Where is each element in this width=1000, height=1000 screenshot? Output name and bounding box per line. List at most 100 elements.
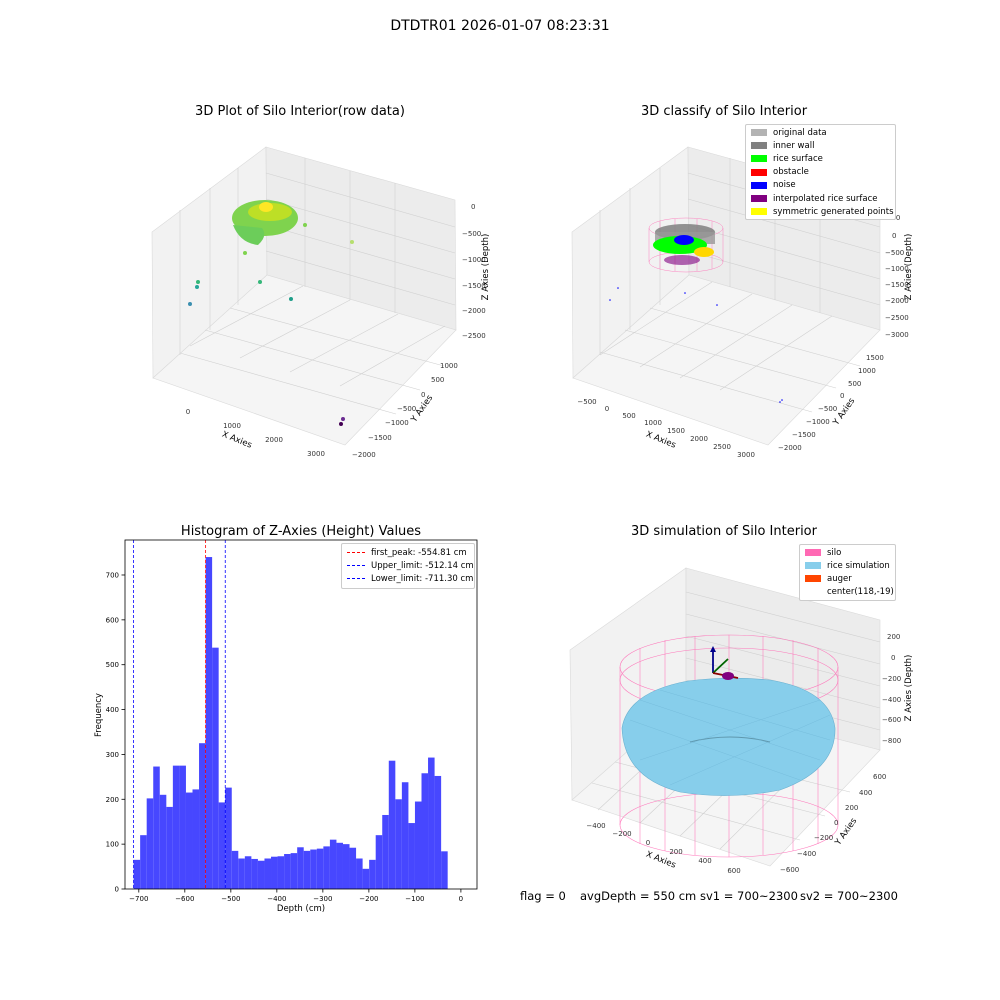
classify-ytick: 1000 <box>858 367 876 375</box>
classify-tick-labels: −500 0 500 1000 1500 2000 2500 3000 1500… <box>577 214 908 459</box>
sim-ytick: 400 <box>859 789 872 797</box>
histogram-bar <box>166 806 173 889</box>
classify-xtick: 0 <box>605 405 609 413</box>
classify-noise-cluster <box>674 235 694 245</box>
histogram-ytick-label: 200 <box>106 796 119 804</box>
classify-ytick: −500 <box>818 405 837 413</box>
histogram-bar <box>395 799 402 889</box>
sim-ytick: 0 <box>834 819 838 827</box>
raw-point <box>289 297 293 301</box>
legend-item-rice-simulation: rice simulation <box>800 559 895 572</box>
histogram-bar <box>408 823 415 889</box>
histogram-bar <box>382 814 389 889</box>
histogram-xticks: −700 −600 −500 −400 −300 −200 −100 0 <box>129 889 463 903</box>
legend-line <box>347 552 365 554</box>
classify-noise-point <box>716 304 718 306</box>
legend-line <box>347 578 365 580</box>
legend-label: interpolated rice surface <box>773 193 878 204</box>
histogram-ytick-label: 600 <box>106 616 119 624</box>
legend-label: first_peak: -554.81 cm <box>371 547 467 558</box>
sim-ytick: 600 <box>873 773 886 781</box>
histogram-bar <box>199 743 206 889</box>
histogram-bar <box>257 860 265 889</box>
classify-zlabel: Z Axies (Depth) <box>904 234 914 301</box>
histogram-bar <box>179 765 186 889</box>
histogram-bar <box>349 847 357 889</box>
legend-label: Upper_limit: -512.14 cm <box>371 560 474 571</box>
histogram-bar <box>238 858 245 889</box>
histogram-vlines <box>133 540 226 889</box>
classify-pane-left <box>571 146 690 379</box>
sim-auger-y-arrow <box>712 658 729 674</box>
histogram-bar <box>342 844 350 889</box>
classify-ztick: −2000 <box>885 297 909 305</box>
raw-ztick: 0 <box>471 203 475 211</box>
sim-xtick: −200 <box>612 830 631 838</box>
histogram-bar <box>329 839 337 889</box>
classify-interpolated-surface <box>664 255 700 265</box>
legend-item-inner-wall: inner wall <box>746 139 895 152</box>
classify-pane-floor <box>572 274 881 446</box>
legend-line <box>347 565 365 567</box>
legend-label: silo <box>827 547 842 558</box>
sim-ytick: 200 <box>845 804 858 812</box>
classify-ytick: −1000 <box>806 418 830 426</box>
histogram-bar <box>225 787 232 889</box>
legend-swatch <box>805 575 821 583</box>
classify-ytick: −2000 <box>778 444 802 452</box>
raw-tick-labels: 0 1000 2000 3000 1000 500 0 −500 −1000 −… <box>186 203 486 459</box>
legend-label: original data <box>773 127 827 138</box>
raw-gridlines <box>179 158 456 415</box>
classify-xtick: 1500 <box>667 427 685 435</box>
classify-rice-surface <box>653 236 707 254</box>
histogram-ytick-label: 0 <box>115 886 119 894</box>
classify-silo-wireframe <box>648 217 724 273</box>
classify-legend: original data inner wall rice surface ob… <box>745 124 896 221</box>
raw-ytick: −1000 <box>385 419 409 427</box>
histogram-ytick-label: 100 <box>106 841 119 849</box>
histogram-bar <box>185 792 193 889</box>
status-avg-depth: avgDepth = 550 cm <box>580 889 697 903</box>
histogram-bar <box>316 848 324 889</box>
histogram-bar <box>336 842 343 889</box>
sim-gridlines <box>591 591 881 850</box>
histogram-bar <box>277 856 285 889</box>
raw-ztick: −2500 <box>462 332 486 340</box>
histogram-bar <box>434 775 442 889</box>
raw-point <box>258 280 262 284</box>
raw-ztick: −2000 <box>462 307 486 315</box>
legend-swatch <box>751 208 767 216</box>
classify-ytick: 0 <box>840 392 844 400</box>
histogram-bar <box>284 854 291 889</box>
histogram-xtick-label: −400 <box>267 895 286 903</box>
classify-noise-points <box>609 287 783 403</box>
legend-label: rice surface <box>773 153 823 164</box>
sim-ztick: −200 <box>882 675 901 683</box>
histogram-bar <box>205 557 213 889</box>
histogram-bar <box>421 773 429 889</box>
histogram-bar <box>441 851 448 889</box>
raw-xtick: 1000 <box>223 422 241 430</box>
raw-xtick: 3000 <box>307 450 325 458</box>
histogram-ytick-label: 400 <box>106 706 119 714</box>
figure-title: DTDTR01 2026-01-07 08:23:31 <box>390 18 610 34</box>
histogram-bars <box>133 557 448 889</box>
classify-inner-wall-body <box>655 232 715 244</box>
legend-swatch <box>751 142 767 150</box>
histogram-bar <box>271 856 278 889</box>
classify-xtick: 1000 <box>644 419 662 427</box>
histogram-xtick-label: −700 <box>129 895 148 903</box>
raw-ztick: −1000 <box>462 256 486 264</box>
legend-item-silo: silo <box>800 546 895 559</box>
classify-ztick: −2500 <box>885 314 909 322</box>
classify-ylabel: Y Axies <box>831 396 858 428</box>
histogram-bar <box>290 853 298 889</box>
histogram-xlabel: Depth (cm) <box>277 904 325 914</box>
legend-item-original-data: original data <box>746 126 895 139</box>
histogram-bar <box>212 647 219 889</box>
histogram-bar <box>244 856 252 889</box>
sim-silo-wireframe <box>619 634 839 858</box>
histogram-bar <box>192 789 200 889</box>
histogram-bar <box>428 757 435 889</box>
raw-point <box>188 302 192 306</box>
